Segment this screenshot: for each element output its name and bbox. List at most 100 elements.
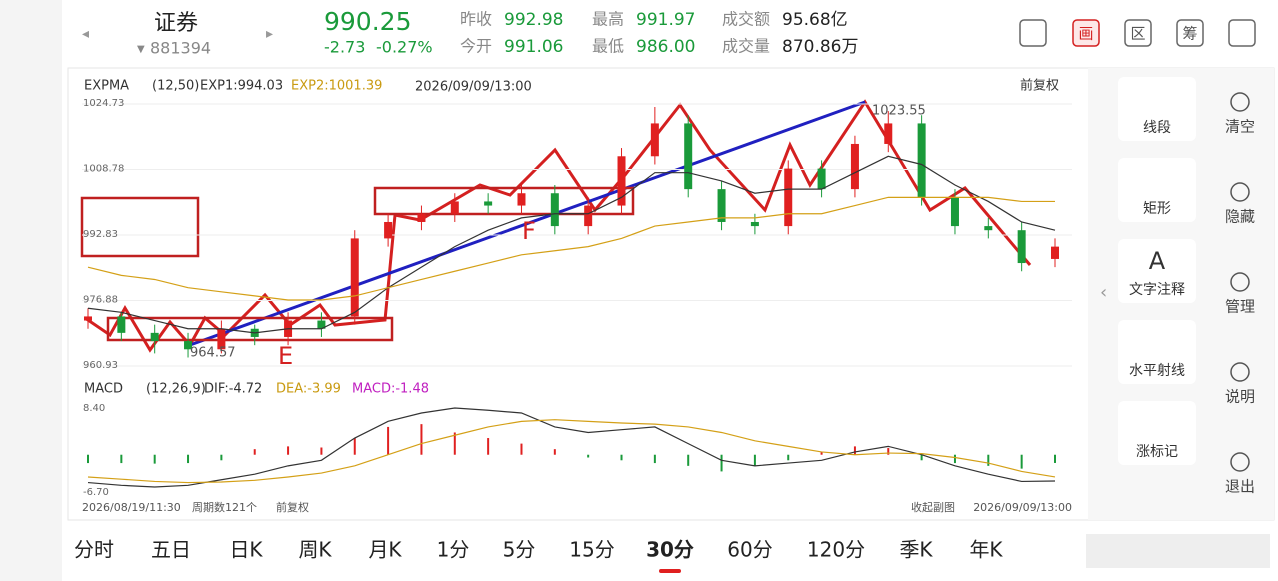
indicator-name[interactable]: MACD xyxy=(84,382,123,397)
candle-body xyxy=(584,205,593,227)
stat-label: 成交额 xyxy=(722,10,770,29)
period-tab[interactable]: 5分 xyxy=(503,538,536,562)
period-tab[interactable]: 分时 xyxy=(74,538,114,562)
period-tab[interactable]: 周K xyxy=(298,538,332,562)
stat-value: 991.06 xyxy=(504,37,563,57)
dea-label: DEA:-3.99 xyxy=(276,382,341,397)
side-label: 说明 xyxy=(1225,388,1255,406)
candle-body xyxy=(1051,246,1059,259)
y-tick-label: 8.40 xyxy=(83,403,105,414)
stat-value: 991.97 xyxy=(636,10,695,30)
tool-button[interactable] xyxy=(1118,158,1196,222)
toolbar-icon[interactable] xyxy=(1019,19,1047,47)
exp2-line xyxy=(87,196,1055,301)
y-tick-label: -6.70 xyxy=(83,487,109,498)
drawn-box xyxy=(106,316,394,342)
next-arrow[interactable]: ▸ xyxy=(266,26,273,42)
time: 2026/09/09/13:00 xyxy=(415,80,532,95)
stock-code[interactable]: 881394 xyxy=(150,39,211,58)
candle-body xyxy=(184,341,193,350)
side-label: 隐藏 xyxy=(1225,208,1255,226)
y-tick-label: 960.93 xyxy=(83,360,118,371)
candle-body xyxy=(684,123,693,190)
period-tab[interactable]: 季K xyxy=(899,538,933,562)
left-strip xyxy=(0,0,62,581)
candle-body xyxy=(484,201,493,206)
indicator-name[interactable]: EXPMA xyxy=(84,79,129,94)
exp1-label: EXP1:994.03 xyxy=(200,79,283,94)
period-tab[interactable]: 年K xyxy=(969,538,1003,562)
footer-count: 周期数121个 xyxy=(192,501,257,514)
side-icon[interactable] xyxy=(1230,272,1250,292)
stat-label: 最低 xyxy=(592,37,624,56)
toolbar-icon[interactable] xyxy=(1228,19,1256,47)
tool-label: 文字注释 xyxy=(1129,282,1185,298)
period-tab[interactable]: 60分 xyxy=(727,538,772,562)
stat-label: 成交量 xyxy=(722,37,770,56)
candle-body xyxy=(117,316,126,333)
drawn-label: F xyxy=(522,217,536,245)
period-tab[interactable]: 五日 xyxy=(151,538,191,562)
tool-button[interactable] xyxy=(1118,239,1196,303)
period-tab[interactable]: 日K xyxy=(229,538,263,562)
side-icon[interactable] xyxy=(1230,452,1250,472)
candle-body xyxy=(417,213,426,222)
period-tab[interactable]: 30分 xyxy=(646,538,694,562)
side-label: 退出 xyxy=(1225,478,1255,496)
collapse-arrow[interactable]: ‹ xyxy=(1100,282,1107,303)
y-tick-label: 976.88 xyxy=(83,295,118,306)
tool-label: 矩形 xyxy=(1143,201,1171,217)
candle-body xyxy=(617,156,626,206)
candle-body xyxy=(884,123,893,144)
tool-button[interactable] xyxy=(1118,320,1196,384)
tool-button[interactable] xyxy=(1118,77,1196,141)
stat-label: 最高 xyxy=(592,10,624,29)
prev-arrow[interactable]: ◂ xyxy=(82,26,89,42)
candle-body xyxy=(317,320,326,329)
toolbar-icon[interactable] xyxy=(1124,19,1152,47)
side-label: 管理 xyxy=(1225,298,1255,316)
stock-name: 证券 xyxy=(154,11,198,36)
drawn-box xyxy=(80,196,200,258)
toolbar-icon[interactable] xyxy=(1072,19,1100,47)
candle-body xyxy=(550,193,559,227)
candle-body xyxy=(150,332,159,342)
tool-label: 涨标记 xyxy=(1136,444,1178,460)
candle-body xyxy=(984,226,993,231)
candle-body xyxy=(350,238,359,317)
max-label: 1023.55 xyxy=(872,104,926,119)
tool-button[interactable] xyxy=(1118,401,1196,465)
stat-label: 今开 xyxy=(460,37,492,56)
adjust[interactable]: 前复权 xyxy=(1020,78,1059,94)
side-icon[interactable] xyxy=(1230,182,1250,202)
toolbar-icon-label: 区 xyxy=(1130,25,1145,43)
more-tabs[interactable] xyxy=(1086,534,1270,568)
stat-value: 986.00 xyxy=(636,37,695,57)
period-tab[interactable]: 1分 xyxy=(437,538,470,562)
dea-line xyxy=(87,419,1056,484)
exp2-label: EXP2:1001.39 xyxy=(291,79,382,94)
candle-body xyxy=(1017,230,1026,264)
toolbar-icon-label: 画 xyxy=(1078,25,1093,43)
candle-body xyxy=(517,193,526,206)
y-tick-label: 1008.78 xyxy=(83,164,124,175)
candle-body xyxy=(717,189,726,222)
period-tab[interactable]: 月K xyxy=(368,538,402,562)
tool-label: 线段 xyxy=(1143,120,1171,136)
candle-body xyxy=(84,316,92,321)
side-icon[interactable] xyxy=(1230,362,1250,382)
toolbar-icon[interactable] xyxy=(1176,19,1204,47)
period-tab[interactable]: 120分 xyxy=(807,538,865,562)
period-tab[interactable]: 15分 xyxy=(569,538,614,562)
side-icon[interactable] xyxy=(1230,92,1250,112)
drawn-box xyxy=(373,186,635,216)
candle-body xyxy=(850,143,859,190)
dif-label: DIF:-4.72 xyxy=(204,382,262,397)
toolbar-icon-label: 筹 xyxy=(1182,25,1197,43)
stat-label: 昨收 xyxy=(460,10,492,29)
footer-collapse[interactable]: 收起副图 xyxy=(911,500,955,514)
dif-line xyxy=(87,407,1056,488)
candle-body xyxy=(950,197,959,227)
